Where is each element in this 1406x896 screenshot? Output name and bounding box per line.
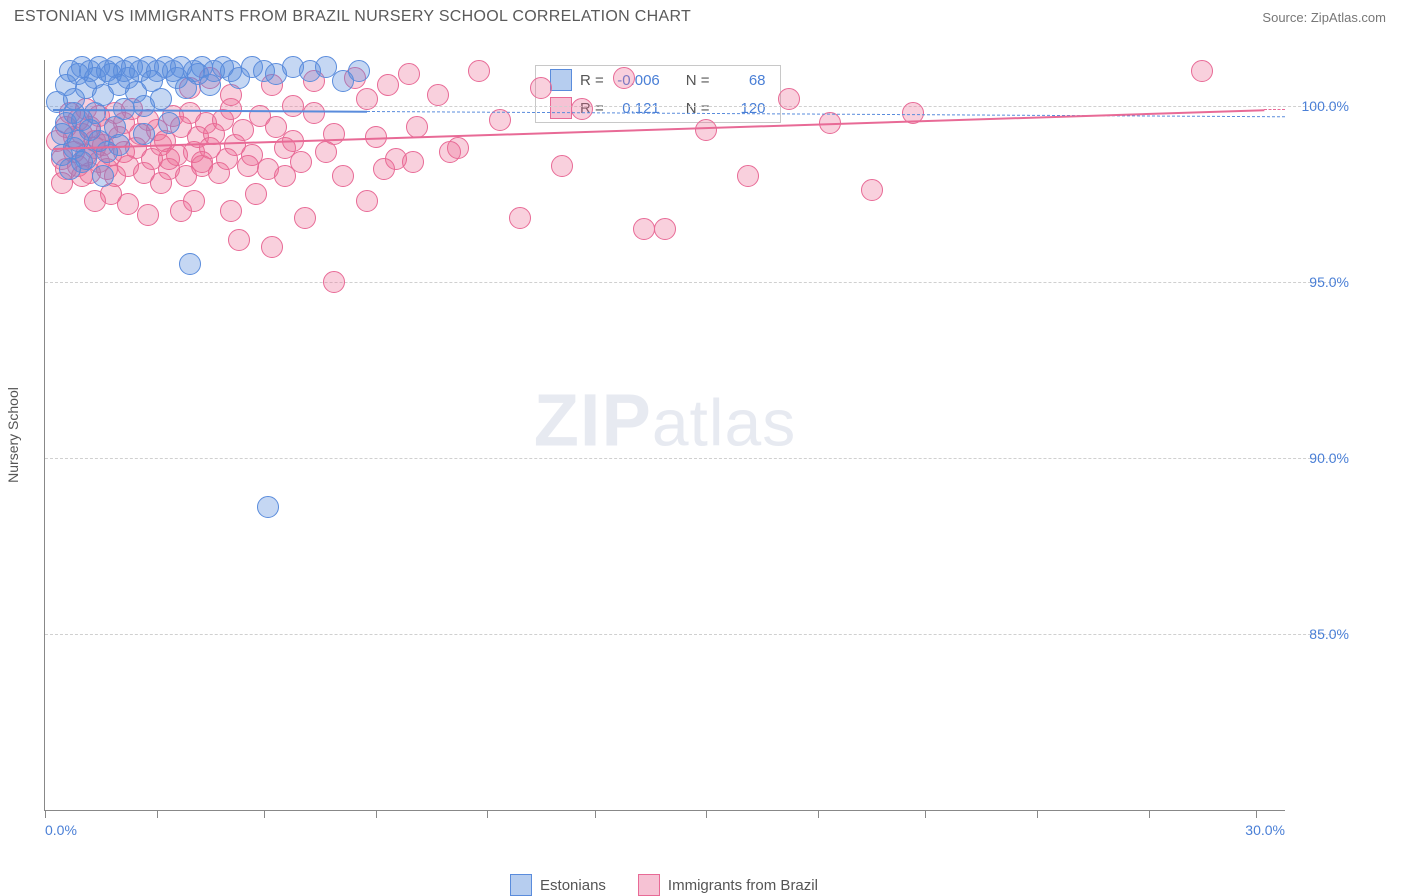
legend-item-brazil: Immigrants from Brazil	[638, 874, 818, 896]
xtick	[487, 810, 488, 818]
data-point	[778, 88, 800, 110]
data-point	[261, 236, 283, 258]
xtick	[595, 810, 596, 818]
data-point	[861, 179, 883, 201]
data-point	[571, 98, 593, 120]
data-point	[228, 229, 250, 251]
data-point	[654, 218, 676, 240]
swatch-brazil-icon	[638, 874, 660, 896]
data-point	[282, 95, 304, 117]
data-point	[348, 60, 370, 82]
n-label: N =	[686, 72, 710, 89]
data-point	[92, 165, 114, 187]
watermark: ZIPatlas	[534, 378, 797, 463]
xtick-label: 0.0%	[45, 822, 77, 838]
ytick-label: 85.0%	[1309, 626, 1349, 642]
data-point	[1191, 60, 1213, 82]
data-point	[427, 84, 449, 106]
data-point	[158, 112, 180, 134]
data-point	[356, 190, 378, 212]
data-point	[245, 183, 267, 205]
watermark-light: atlas	[652, 386, 796, 460]
xtick	[157, 810, 158, 818]
data-point	[150, 172, 172, 194]
data-point	[633, 218, 655, 240]
swatch-brazil	[550, 97, 572, 119]
data-point	[71, 151, 93, 173]
data-point	[158, 148, 180, 170]
chart-header: ESTONIAN VS IMMIGRANTS FROM BRAZIL NURSE…	[0, 0, 1406, 30]
legend-label-brazil: Immigrants from Brazil	[668, 877, 818, 894]
data-point	[613, 67, 635, 89]
data-point	[439, 141, 461, 163]
y-axis-label: Nursery School	[5, 387, 21, 483]
data-point	[402, 151, 424, 173]
gridline	[45, 634, 1341, 635]
swatch-estonians	[550, 69, 572, 91]
data-point	[509, 207, 531, 229]
data-point	[294, 207, 316, 229]
swatch-estonians-icon	[510, 874, 532, 896]
data-point	[303, 102, 325, 124]
data-point	[150, 88, 172, 110]
data-point	[468, 60, 490, 82]
data-point	[551, 155, 573, 177]
xtick	[1037, 810, 1038, 818]
data-point	[332, 165, 354, 187]
data-point	[137, 204, 159, 226]
xtick-label: 30.0%	[1245, 822, 1285, 838]
xtick	[45, 810, 46, 818]
scatter-chart: ZIPatlas Nursery School R = -0.006 N = 6…	[44, 60, 1354, 850]
source-name: ZipAtlas.com	[1311, 10, 1386, 25]
data-point	[183, 190, 205, 212]
chart-title: ESTONIAN VS IMMIGRANTS FROM BRAZIL NURSE…	[14, 8, 691, 26]
gridline	[45, 282, 1341, 283]
ytick-label: 95.0%	[1309, 274, 1349, 290]
xtick	[1149, 810, 1150, 818]
legend-label-estonians: Estonians	[540, 877, 606, 894]
bottom-legend: Estonians Immigrants from Brazil	[44, 874, 1284, 896]
data-point	[274, 165, 296, 187]
data-point	[406, 116, 428, 138]
legend-item-estonians: Estonians	[510, 874, 606, 896]
data-point	[220, 200, 242, 222]
ytick-label: 90.0%	[1309, 450, 1349, 466]
xtick	[264, 810, 265, 818]
data-point	[398, 63, 420, 85]
data-point	[323, 271, 345, 293]
data-point	[133, 123, 155, 145]
data-point	[377, 74, 399, 96]
data-point	[108, 134, 130, 156]
n-value-estonians: 68	[718, 72, 766, 89]
data-point	[323, 123, 345, 145]
gridline	[45, 458, 1341, 459]
trend-line-dashed	[1264, 109, 1285, 110]
source-label: Source:	[1262, 10, 1307, 25]
data-point	[257, 496, 279, 518]
data-point	[179, 253, 201, 275]
source-attribution: Source: ZipAtlas.com	[1262, 10, 1386, 25]
plot-area: ZIPatlas Nursery School R = -0.006 N = 6…	[44, 60, 1285, 811]
xtick	[818, 810, 819, 818]
xtick	[706, 810, 707, 818]
xtick	[376, 810, 377, 818]
r-label: R =	[580, 72, 604, 89]
stats-row-estonians: R = -0.006 N = 68	[536, 66, 780, 94]
data-point	[373, 158, 395, 180]
xtick	[1256, 810, 1257, 818]
data-point	[737, 165, 759, 187]
data-point	[695, 119, 717, 141]
data-point	[237, 155, 259, 177]
r-value-brazil: 0.121	[612, 100, 660, 117]
data-point	[356, 88, 378, 110]
watermark-bold: ZIP	[534, 379, 652, 462]
xtick	[925, 810, 926, 818]
data-point	[63, 102, 85, 124]
data-point	[191, 151, 213, 173]
data-point	[530, 77, 552, 99]
ytick-label: 100.0%	[1302, 98, 1349, 114]
